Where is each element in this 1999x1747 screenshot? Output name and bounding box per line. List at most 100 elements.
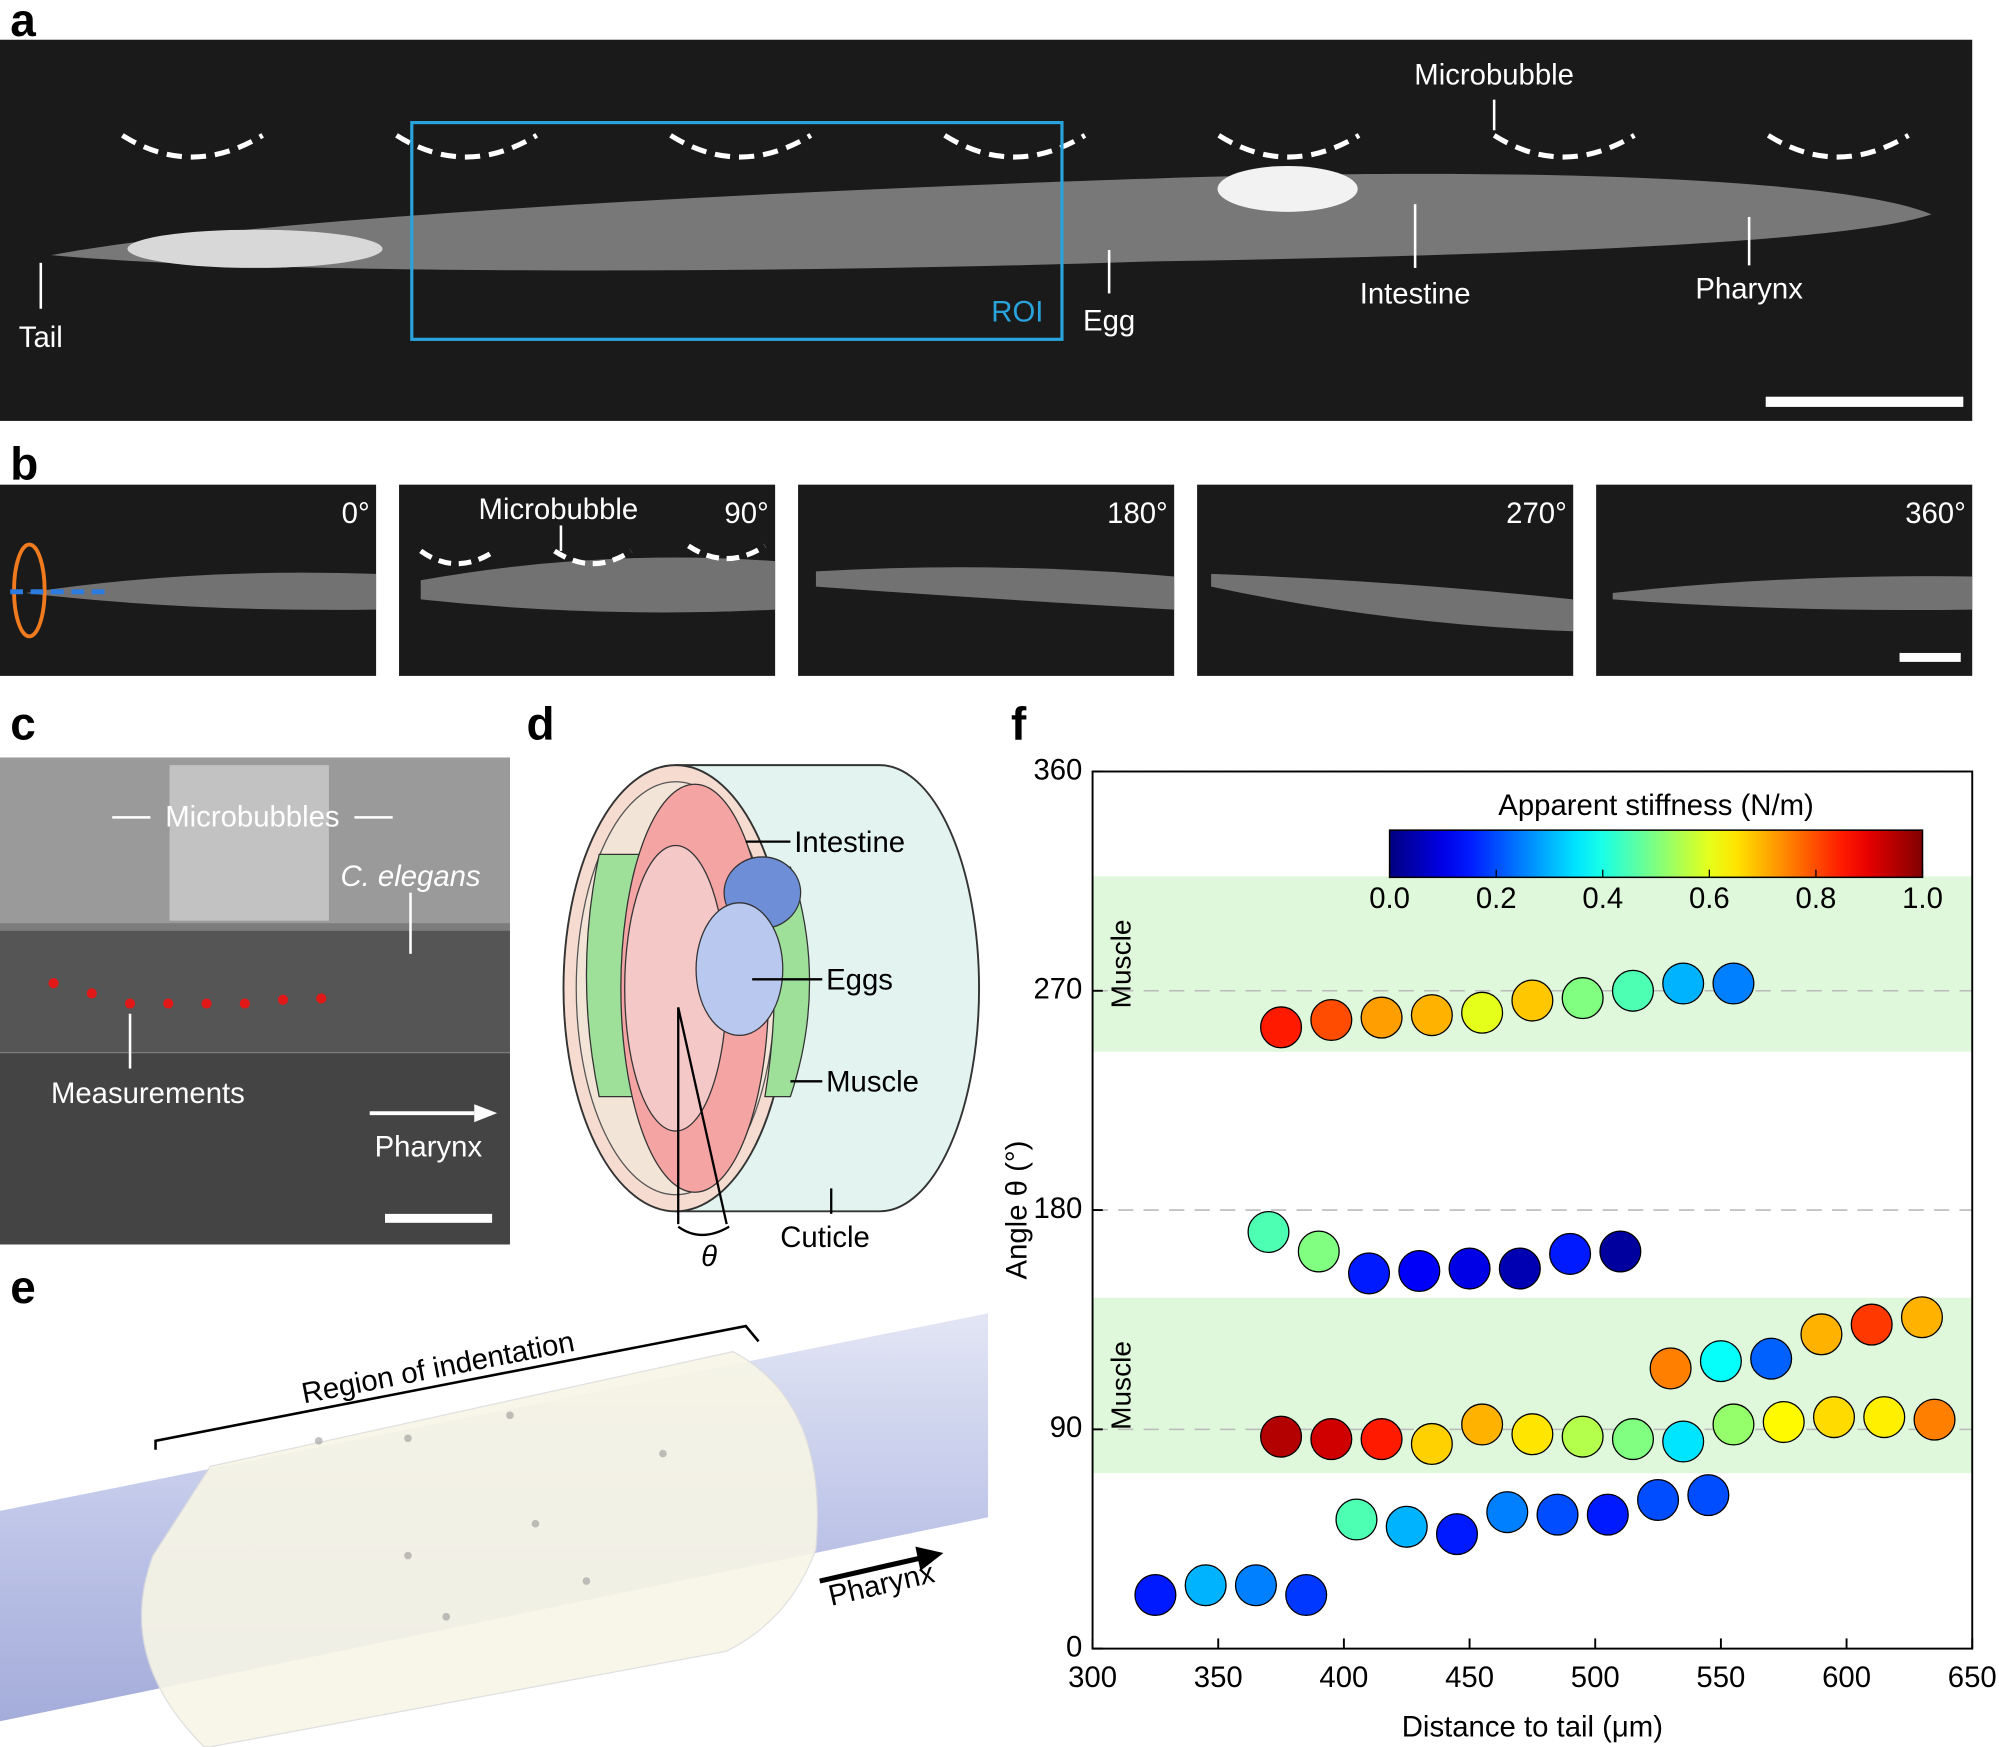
data-point	[1285, 1573, 1328, 1617]
angle-label: 180°	[1107, 497, 1168, 530]
label: Intestine	[794, 826, 905, 859]
data-point	[1184, 1564, 1227, 1607]
colorbar-tick-label: 0.4	[1582, 882, 1623, 915]
data-point	[1398, 1249, 1441, 1293]
data-point	[1712, 1403, 1755, 1446]
data-point	[1461, 991, 1504, 1034]
y-tick-label: 270	[1033, 973, 1082, 1006]
data-point	[1410, 1422, 1453, 1465]
data-point	[1850, 1303, 1893, 1346]
x-tick-label: 450	[1445, 1661, 1494, 1694]
data-point	[1260, 1006, 1303, 1049]
colorbar-tick-label: 0.6	[1689, 882, 1730, 915]
data-point	[1486, 1491, 1529, 1534]
data-point	[1750, 1337, 1793, 1380]
roi-box	[410, 121, 1064, 341]
colorbar-tick-label: 0.8	[1796, 882, 1837, 915]
data-point	[1599, 1230, 1642, 1273]
data-point	[1712, 962, 1755, 1005]
panel-d: Intestine Eggs Muscle Cuticle θ	[562, 764, 981, 1273]
x-tick-label: 400	[1319, 1661, 1368, 1694]
angle-label: 270°	[1506, 497, 1567, 530]
data-point	[1649, 1347, 1692, 1390]
data-point	[1561, 1415, 1604, 1458]
panel-label: f	[1011, 698, 1027, 750]
label: Egg	[1083, 304, 1135, 337]
x-tick-label: 650	[1948, 1661, 1997, 1694]
plot-frame	[1091, 770, 1974, 1650]
data-point	[1310, 1418, 1353, 1461]
panel-label: b	[10, 438, 38, 490]
data-point	[1260, 1415, 1303, 1458]
data-point	[1800, 1313, 1843, 1356]
data-point	[1762, 1400, 1805, 1444]
band-label: Muscle	[1106, 1341, 1137, 1430]
panel-c: Microbubbles C. elegans Measurements Pha…	[0, 757, 510, 1245]
panel-e: Region of indentation Pharynx	[0, 1313, 989, 1747]
scale-bar	[1765, 396, 1964, 407]
data-point	[1611, 1418, 1654, 1461]
x-tick-label: 300	[1068, 1661, 1117, 1694]
colorbar-tick-label: 0.2	[1476, 882, 1517, 915]
x-tick-label: 500	[1571, 1661, 1620, 1694]
data-point	[1511, 979, 1554, 1022]
data-point	[1297, 1230, 1340, 1273]
angle-label: 360°	[1905, 497, 1966, 530]
label: Muscle	[826, 1066, 919, 1099]
y-axis-label: Angle θ (°)	[1000, 1141, 1033, 1280]
data-point	[1561, 977, 1604, 1020]
label: Pharynx	[375, 1131, 483, 1164]
data-point	[1913, 1398, 1956, 1441]
x-tick-label: 600	[1822, 1661, 1871, 1694]
data-point	[1863, 1396, 1906, 1439]
label: Pharynx	[1695, 273, 1803, 306]
data-point	[1637, 1478, 1680, 1522]
y-tick-label: 90	[1050, 1411, 1083, 1444]
scale-bar	[1899, 652, 1961, 662]
data-point	[1699, 1340, 1742, 1383]
data-point	[1360, 1418, 1403, 1461]
data-point	[1812, 1396, 1856, 1439]
data-point	[1662, 962, 1705, 1005]
data-point	[1234, 1564, 1277, 1607]
label: Intestine	[1360, 278, 1471, 311]
colorbar-tick-label: 0.0	[1369, 882, 1410, 915]
x-axis-label: Distance to tail (μm)	[1402, 1711, 1663, 1744]
data-point	[1347, 1252, 1391, 1295]
label: Tail	[19, 321, 63, 354]
colorbar	[1388, 829, 1924, 879]
data-point	[1687, 1474, 1730, 1517]
data-point	[1498, 1247, 1541, 1290]
scatter-chart: Muscle Muscle 0 90 180 270 360 300 350 400 450 500 5…	[1000, 753, 1996, 1743]
panel-a: Tail ROI Egg Intestine Pharynx Microbubb…	[0, 39, 1973, 421]
label: C. elegans	[340, 860, 480, 893]
y-tick-label: 360	[1033, 753, 1082, 786]
worm	[50, 173, 1932, 271]
colorbar-tick-label: 1.0	[1902, 882, 1943, 915]
label: Measurements	[51, 1077, 245, 1110]
y-tick-label: 180	[1033, 1192, 1082, 1225]
data-point	[1310, 998, 1353, 1042]
bright-spot	[1217, 165, 1358, 212]
panel-label: e	[10, 1261, 36, 1313]
muscle-band	[1092, 876, 1973, 1052]
angle-label: 90°	[724, 497, 768, 530]
data-point	[1900, 1296, 1943, 1339]
data-point	[1611, 969, 1654, 1012]
x-tick-label: 350	[1194, 1661, 1243, 1694]
bright-spot	[127, 229, 383, 268]
scale-bar	[385, 1213, 493, 1223]
data-point	[1247, 1210, 1290, 1254]
data-point	[1134, 1573, 1177, 1617]
panel-label: c	[10, 698, 36, 750]
panel-b: 0° 90° 180° 270° 360° Microbubble	[0, 484, 1973, 676]
panel-label: a	[10, 0, 36, 46]
data-point	[1662, 1420, 1705, 1463]
label: Microbubbles	[165, 800, 339, 833]
data-point	[1536, 1493, 1579, 1536]
data-point	[1511, 1413, 1554, 1456]
label: Eggs	[826, 964, 893, 997]
data-point	[1435, 1513, 1479, 1556]
angle-label: 0°	[342, 497, 370, 530]
